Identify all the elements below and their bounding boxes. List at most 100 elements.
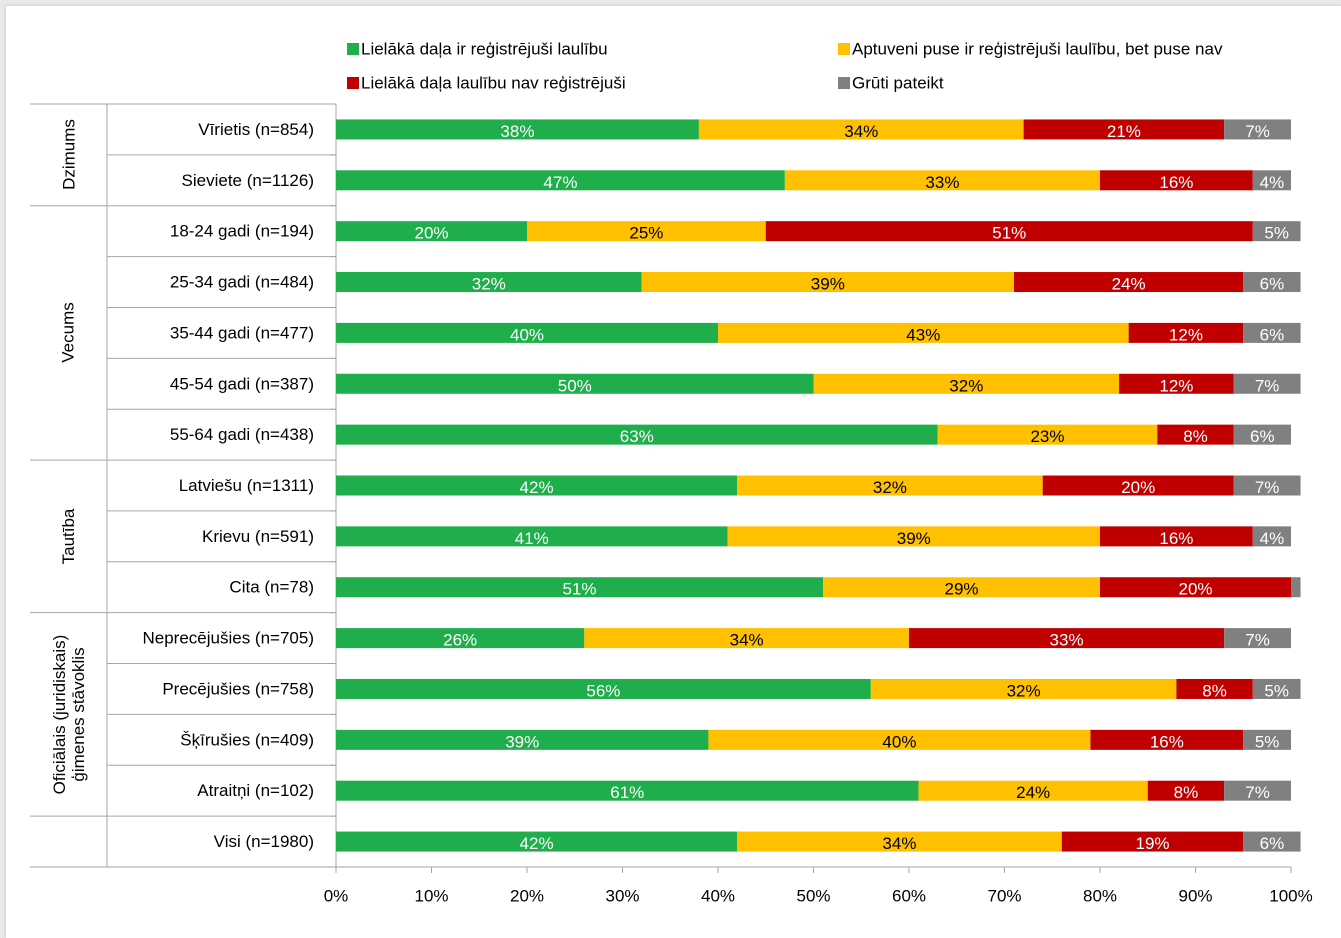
data-label: 4% <box>1260 529 1285 548</box>
data-label: 12% <box>1169 325 1203 344</box>
bar-segment <box>527 221 766 242</box>
bar-segment <box>336 780 919 801</box>
legend-swatch <box>838 77 850 89</box>
bar-segment <box>918 780 1148 801</box>
data-label: 8% <box>1183 427 1208 446</box>
data-label: 12% <box>1159 376 1193 395</box>
data-label: 7% <box>1255 478 1280 497</box>
data-label: 38% <box>500 122 534 141</box>
y-tick-label: Sieviete (n=1126) <box>182 171 314 190</box>
x-tick-label: 90% <box>1178 886 1212 905</box>
group-label: Oficiālais (juridiskais) ģimenes stāvokl… <box>49 634 88 795</box>
bar-segment <box>937 424 1158 445</box>
x-tick-label: 50% <box>796 886 830 905</box>
bar-segment <box>1128 322 1244 343</box>
data-label: 43% <box>906 325 940 344</box>
bar-segment <box>1291 577 1301 598</box>
group-label: Dzimums <box>58 119 78 191</box>
bar-segment <box>336 729 709 750</box>
bar-segment <box>336 526 728 547</box>
y-tick-label: Atraitņi (n=102) <box>197 781 314 800</box>
x-tick-label: 60% <box>892 886 926 905</box>
bar-segment <box>584 628 909 649</box>
data-label: 32% <box>873 478 907 497</box>
data-label: 41% <box>515 529 549 548</box>
bar-segment <box>870 678 1177 699</box>
bar-segment <box>1061 831 1244 852</box>
y-tick-label: Šķīrušies (n=409) <box>180 730 314 749</box>
bar-segment <box>1042 475 1234 496</box>
bar-segment <box>336 170 785 191</box>
x-tick-label: 30% <box>605 886 639 905</box>
bar-segment <box>336 577 824 598</box>
bar-segment <box>1157 424 1234 445</box>
data-label: 7% <box>1245 122 1270 141</box>
x-tick-label: 100% <box>1269 886 1312 905</box>
bar-segment <box>1119 373 1234 394</box>
bar-segment <box>1252 170 1291 191</box>
data-label: 24% <box>1016 783 1050 802</box>
data-label: 7% <box>1245 783 1270 802</box>
data-label: 63% <box>620 427 654 446</box>
bar-segment <box>813 373 1120 394</box>
bar-segment <box>336 628 585 649</box>
legend-label: Lielākā daļa ir reģistrējuši laulību <box>361 39 608 58</box>
data-label: 51% <box>563 580 597 599</box>
group-label: Vecums <box>59 302 79 364</box>
bar-segment <box>1224 780 1291 801</box>
x-tick-label: 0% <box>324 886 349 905</box>
bar-segment <box>1243 729 1291 750</box>
bar-segment <box>1233 373 1301 394</box>
y-tick-label: 45-54 gadi (n=387) <box>170 374 314 393</box>
bar-segment <box>1252 221 1301 242</box>
data-label: 4% <box>1260 173 1285 192</box>
y-tick-label: Visi (n=1980) <box>214 832 314 851</box>
data-label: 6% <box>1260 834 1285 853</box>
data-label: 39% <box>505 732 539 751</box>
data-label: 19% <box>1136 834 1170 853</box>
data-label: 20% <box>414 224 448 243</box>
y-tick-label: 25-34 gadi (n=484) <box>170 273 314 292</box>
y-tick-label: 55-64 gadi (n=438) <box>170 425 314 444</box>
bar-segment <box>336 221 527 242</box>
legend-swatch <box>838 43 850 55</box>
bar-segment <box>1224 119 1291 140</box>
y-tick-label: Neprecējušies (n=705) <box>142 629 314 648</box>
data-label: 39% <box>897 529 931 548</box>
x-tick-label: 10% <box>414 886 448 905</box>
data-label: 5% <box>1255 732 1280 751</box>
bar-segment <box>727 526 1100 547</box>
bar-segment <box>765 221 1253 242</box>
data-label: 6% <box>1260 275 1285 294</box>
bar-segment <box>1252 678 1301 699</box>
data-label: 5% <box>1264 681 1289 700</box>
bar-segment <box>1243 272 1301 293</box>
data-label: 50% <box>558 376 592 395</box>
bar-segment <box>336 119 699 140</box>
bar-segment <box>708 729 1091 750</box>
data-label: 40% <box>882 732 916 751</box>
bar-segment <box>336 272 642 293</box>
y-tick-label: Cita (n=78) <box>229 578 314 597</box>
data-label: 8% <box>1174 783 1199 802</box>
bar-segment <box>336 322 718 343</box>
x-tick-label: 70% <box>987 886 1021 905</box>
bar-segment <box>1147 780 1225 801</box>
data-label: 5% <box>1264 224 1289 243</box>
data-label: 7% <box>1255 376 1280 395</box>
data-label: 33% <box>1050 631 1084 650</box>
data-label: 16% <box>1159 173 1193 192</box>
data-label: 6% <box>1250 427 1275 446</box>
data-label: 61% <box>610 783 644 802</box>
bar-segment <box>1023 119 1225 140</box>
bar-segment <box>336 831 738 852</box>
data-label: 56% <box>586 681 620 700</box>
bar-segment <box>718 322 1129 343</box>
data-label: 32% <box>472 275 506 294</box>
data-label: 42% <box>520 834 554 853</box>
data-label: 32% <box>949 376 983 395</box>
bar-segment <box>1224 628 1291 649</box>
legend-label: Aptuveni puse ir reģistrējuši laulību, b… <box>852 39 1223 58</box>
y-tick-label: 18-24 gadi (n=194) <box>170 222 314 241</box>
